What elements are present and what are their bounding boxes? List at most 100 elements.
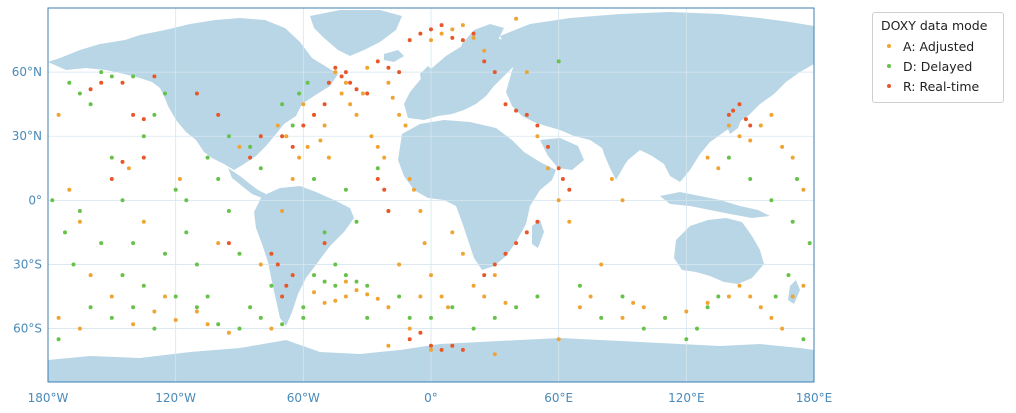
delayed-data-point xyxy=(305,80,310,85)
realtime-marker-icon xyxy=(887,84,891,88)
north-america-landmass xyxy=(48,18,338,170)
delayed-data-point xyxy=(429,315,433,320)
delayed-data-point xyxy=(514,305,519,310)
realtime-data-point xyxy=(503,102,508,107)
scandinavia-landmass xyxy=(456,24,504,68)
adjusted-data-point xyxy=(131,322,136,327)
realtime-data-point xyxy=(326,80,331,85)
delayed-data-point xyxy=(269,283,274,288)
adjusted-data-point xyxy=(620,315,625,320)
british-isles-landmass xyxy=(420,66,434,86)
adjusted-data-point xyxy=(339,91,344,96)
realtime-data-point xyxy=(546,144,550,149)
float-observations xyxy=(50,16,812,357)
adjusted-data-point xyxy=(390,95,395,100)
adjusted-data-point xyxy=(177,177,182,181)
adjusted-data-point xyxy=(748,138,753,143)
realtime-data-point xyxy=(375,59,380,64)
delayed-data-point xyxy=(205,294,210,299)
delayed-data-point xyxy=(535,294,540,299)
legend-title: DOXY data mode xyxy=(881,18,988,33)
delayed-data-point xyxy=(71,262,76,267)
adjusted-data-point xyxy=(269,326,274,331)
adjusted-data-point xyxy=(556,337,561,342)
adjusted-data-point xyxy=(173,318,178,322)
latitude-tick-label: 0° xyxy=(28,193,42,207)
delayed-data-point xyxy=(248,144,253,149)
adjusted-data-point xyxy=(439,294,444,299)
realtime-data-point xyxy=(524,112,529,117)
delayed-data-point xyxy=(99,70,104,75)
adjusted-data-point xyxy=(343,294,348,299)
delayed-data-point xyxy=(748,177,753,181)
delayed-data-point xyxy=(237,326,242,331)
delayed-data-point xyxy=(226,134,231,139)
realtime-data-point xyxy=(339,74,344,79)
delayed-data-point xyxy=(333,283,338,288)
realtime-data-point xyxy=(284,283,289,288)
adjusted-data-point xyxy=(305,144,310,149)
delayed-data-point xyxy=(375,166,380,171)
delayed-data-point xyxy=(620,294,625,299)
delayed-data-point xyxy=(312,177,316,181)
legend-item-adjusted: A: Adjusted xyxy=(881,36,995,56)
realtime-data-point xyxy=(88,87,93,92)
adjusted-data-point xyxy=(482,48,487,53)
adjusted-data-point xyxy=(758,305,763,310)
adjusted-data-point xyxy=(354,288,359,293)
realtime-data-point xyxy=(737,102,742,107)
adjusted-data-point xyxy=(705,300,710,305)
adjusted-data-point xyxy=(258,262,263,267)
adjusted-data-point xyxy=(297,155,302,160)
delayed-data-point xyxy=(577,283,582,288)
realtime-data-point xyxy=(482,273,487,278)
adjusted-data-point xyxy=(67,187,72,192)
realtime-data-point xyxy=(386,65,391,70)
realtime-data-point xyxy=(275,262,280,267)
realtime-data-point xyxy=(333,65,338,70)
adjusted-data-point xyxy=(369,134,374,139)
india-landmass xyxy=(600,140,630,180)
realtime-data-point xyxy=(429,343,433,348)
adjusted-data-point xyxy=(386,343,391,348)
central-america-landmass xyxy=(228,168,266,198)
realtime-data-point xyxy=(492,262,497,267)
adjusted-data-point xyxy=(758,123,763,128)
adjusted-data-point xyxy=(535,134,540,139)
adjusted-data-point xyxy=(503,300,508,305)
delayed-data-point xyxy=(354,219,359,224)
realtime-data-point xyxy=(535,219,540,224)
adjusted-data-point xyxy=(684,309,689,314)
adjusted-data-point xyxy=(446,305,450,310)
delayed-data-point xyxy=(194,305,199,310)
longitude-tick-label: 0° xyxy=(424,391,438,405)
adjusted-data-point xyxy=(360,91,365,96)
adjusted-data-point xyxy=(322,300,327,305)
adjusted-data-point xyxy=(152,309,157,314)
adjusted-data-point xyxy=(354,112,359,117)
adjusted-data-point xyxy=(577,305,582,310)
adjusted-data-point xyxy=(77,219,82,224)
delayed-data-point xyxy=(173,187,178,192)
legend-item-realtime: R: Real-time xyxy=(881,76,995,96)
delayed-data-point xyxy=(795,177,799,181)
delayed-data-point xyxy=(141,283,146,288)
australia-landmass xyxy=(674,218,764,284)
realtime-data-point xyxy=(560,177,565,181)
realtime-data-point xyxy=(471,31,476,36)
delayed-data-point xyxy=(354,279,359,284)
adjusted-data-point xyxy=(407,177,412,181)
adjusted-data-point xyxy=(126,166,131,171)
realtime-data-point xyxy=(731,108,736,113)
realtime-data-point xyxy=(429,27,433,32)
delayed-data-point xyxy=(131,74,136,79)
delayed-data-point xyxy=(216,177,221,181)
realtime-data-point xyxy=(503,251,508,256)
realtime-data-point xyxy=(322,102,327,107)
delayed-data-point xyxy=(194,262,199,267)
adjusted-data-point xyxy=(375,144,380,149)
realtime-data-point xyxy=(397,70,402,75)
adjusted-data-point xyxy=(343,279,348,284)
adjusted-data-point xyxy=(471,283,476,288)
